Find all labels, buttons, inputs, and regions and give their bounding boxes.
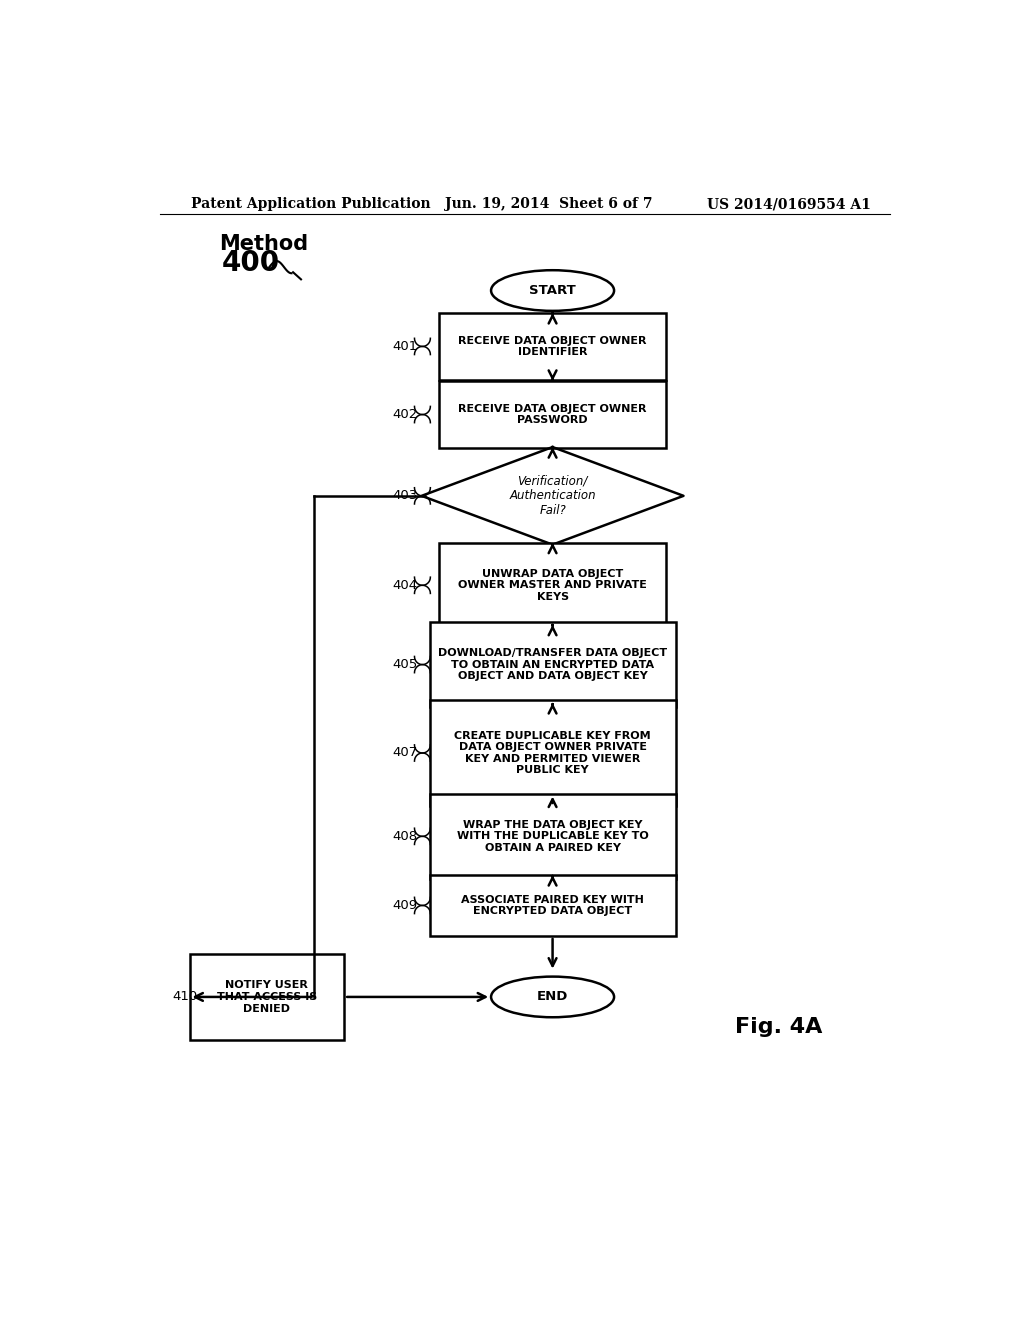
FancyBboxPatch shape [189, 954, 344, 1040]
FancyBboxPatch shape [439, 313, 666, 380]
Text: Method: Method [219, 234, 308, 253]
Text: ASSOCIATE PAIRED KEY WITH
ENCRYPTED DATA OBJECT: ASSOCIATE PAIRED KEY WITH ENCRYPTED DATA… [461, 895, 644, 916]
Text: WRAP THE DATA OBJECT KEY
WITH THE DUPLICABLE KEY TO
OBTAIN A PAIRED KEY: WRAP THE DATA OBJECT KEY WITH THE DUPLIC… [457, 820, 648, 853]
FancyBboxPatch shape [430, 622, 676, 708]
Polygon shape [422, 447, 684, 545]
Text: UNWRAP DATA OBJECT
OWNER MASTER AND PRIVATE
KEYS: UNWRAP DATA OBJECT OWNER MASTER AND PRIV… [458, 569, 647, 602]
Text: 407: 407 [392, 747, 418, 759]
Text: 404: 404 [392, 578, 418, 591]
Text: Jun. 19, 2014  Sheet 6 of 7: Jun. 19, 2014 Sheet 6 of 7 [445, 197, 653, 211]
Ellipse shape [492, 977, 614, 1018]
Text: 405: 405 [392, 659, 418, 671]
Text: 409: 409 [392, 899, 418, 912]
Text: Fig. 4A: Fig. 4A [735, 1018, 822, 1038]
FancyBboxPatch shape [430, 875, 676, 936]
Text: RECEIVE DATA OBJECT OWNER
PASSWORD: RECEIVE DATA OBJECT OWNER PASSWORD [459, 404, 647, 425]
Text: RECEIVE DATA OBJECT OWNER
IDENTIFIER: RECEIVE DATA OBJECT OWNER IDENTIFIER [459, 335, 647, 358]
Text: 408: 408 [392, 830, 418, 843]
Text: Verification/
Authentication
Fail?: Verification/ Authentication Fail? [509, 474, 596, 517]
Text: NOTIFY USER
THAT ACCESS IS
DENIED: NOTIFY USER THAT ACCESS IS DENIED [217, 981, 317, 1014]
FancyBboxPatch shape [439, 543, 666, 628]
Text: 410: 410 [172, 990, 198, 1003]
Text: US 2014/0169554 A1: US 2014/0169554 A1 [708, 197, 871, 211]
Text: END: END [537, 990, 568, 1003]
FancyBboxPatch shape [439, 381, 666, 447]
Ellipse shape [492, 271, 614, 312]
Text: 401: 401 [392, 341, 418, 352]
Text: START: START [529, 284, 575, 297]
FancyBboxPatch shape [430, 700, 676, 805]
Text: CREATE DUPLICABLE KEY FROM
DATA OBJECT OWNER PRIVATE
KEY AND PERMITED VIEWER
PUB: CREATE DUPLICABLE KEY FROM DATA OBJECT O… [455, 730, 651, 775]
Text: 403: 403 [392, 490, 418, 503]
FancyBboxPatch shape [430, 793, 676, 879]
Text: Patent Application Publication: Patent Application Publication [191, 197, 431, 211]
Text: 400: 400 [221, 249, 280, 277]
Text: DOWNLOAD/TRANSFER DATA OBJECT
TO OBTAIN AN ENCRYPTED DATA
OBJECT AND DATA OBJECT: DOWNLOAD/TRANSFER DATA OBJECT TO OBTAIN … [438, 648, 668, 681]
Text: 402: 402 [392, 408, 418, 421]
